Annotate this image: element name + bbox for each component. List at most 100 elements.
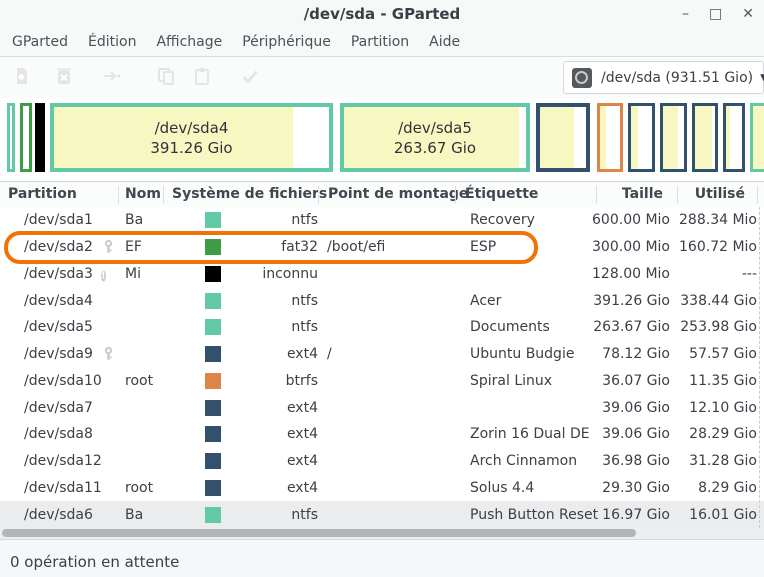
partition-label: Ubuntu Budgie bbox=[470, 346, 575, 363]
column-header-label[interactable]: Étiquette bbox=[465, 186, 539, 202]
table-row-sda12[interactable]: /dev/sda12 ext4 Arch Cinnamon 36.98 Gio 31.2… bbox=[0, 448, 764, 475]
window-title: /dev/sda - GParted bbox=[303, 5, 461, 23]
menu-bar: GParted Édition Affichage Périphérique Parti… bbox=[0, 28, 764, 57]
block-device-name: /dev/sda5 bbox=[398, 118, 472, 137]
menu-item-aide[interactable]: Aide bbox=[429, 34, 461, 50]
close-button[interactable]: ✕ bbox=[742, 6, 754, 22]
delete-partition-icon bbox=[54, 68, 74, 90]
menu-item-affichage[interactable]: Affichage bbox=[156, 34, 223, 50]
partition-size: 39.06 Gio bbox=[602, 426, 670, 443]
partition-used: 288.34 Mio bbox=[679, 212, 757, 229]
used-space-fill bbox=[631, 106, 638, 169]
status-bar: 0 opération en attente bbox=[0, 539, 764, 577]
table-row-sda5[interactable]: /dev/sda5 ntfs Documents 263.67 Gio 253.98 G… bbox=[0, 314, 764, 341]
pending-operations-text: 0 opération en attente bbox=[10, 553, 180, 571]
partition-used: --- bbox=[741, 265, 757, 282]
table-row-sda10[interactable]: /dev/sda10 root btrfs Spiral Linux 36.07 Gio… bbox=[0, 368, 764, 395]
column-header-used[interactable]: Utilisé bbox=[694, 186, 745, 202]
partition-used: 16.01 Gio bbox=[689, 506, 757, 523]
delete-partition-button[interactable] bbox=[54, 66, 74, 86]
menu-item-gparted[interactable]: GParted bbox=[12, 34, 68, 50]
partition-path: /dev/sda10 bbox=[24, 372, 102, 389]
header-separator bbox=[318, 186, 319, 204]
partition-path: /dev/sda8 bbox=[24, 426, 93, 443]
partition-block-sda5[interactable]: /dev/sda5 263.67 Gio bbox=[340, 103, 530, 172]
column-header-size[interactable]: Taille bbox=[621, 186, 663, 202]
partition-used: 253.98 Gio bbox=[680, 319, 757, 336]
partition-block-sda11[interactable] bbox=[723, 103, 745, 172]
table-row-sda2[interactable]: /dev/sda2 EF fat32/boot/efi ESP 300.00 Mio 16… bbox=[0, 234, 764, 261]
partition-block-sda1[interactable] bbox=[7, 103, 15, 172]
block-size-label: 263.67 Gio bbox=[393, 138, 477, 157]
partition-name: Ba bbox=[125, 506, 144, 523]
partition-path: /dev/sda4 bbox=[24, 292, 93, 309]
chevron-down-icon: ▼ bbox=[760, 72, 764, 83]
partition-path: /dev/sda1 bbox=[24, 212, 93, 229]
resize-move-button[interactable] bbox=[102, 66, 122, 86]
filesystem-type: ntfs bbox=[291, 292, 318, 309]
menu-item-peripherique[interactable]: Périphérique bbox=[242, 34, 331, 50]
partition-block-sda10[interactable] bbox=[597, 103, 623, 172]
partition-size: 36.07 Gio bbox=[602, 372, 670, 389]
partition-path: /dev/sda12 bbox=[24, 453, 102, 470]
partition-block-sda8[interactable] bbox=[660, 103, 687, 172]
partition-block-sda2[interactable] bbox=[20, 103, 32, 172]
block-size-label: 391.26 Gio bbox=[150, 138, 233, 157]
header-separator bbox=[163, 186, 164, 204]
filesystem-color-swatch bbox=[205, 426, 221, 443]
partition-block-sda3[interactable] bbox=[35, 103, 45, 172]
table-row-sda8[interactable]: /dev/sda8 ext4 Zorin 16 Dual DE 39.06 Gio 28… bbox=[0, 421, 764, 448]
minimize-button[interactable]: – bbox=[682, 6, 690, 22]
maximize-button[interactable]: □ bbox=[709, 6, 723, 22]
table-row-sda4[interactable]: /dev/sda4 ntfs Acer 391.26 Gio 338.44 Gio bbox=[0, 287, 764, 314]
partition-size: 600.00 Mio bbox=[592, 212, 670, 229]
column-header-fs[interactable]: Système de fichiers bbox=[172, 186, 328, 202]
new-partition-button[interactable] bbox=[12, 66, 32, 86]
partition-used: 8.29 Gio bbox=[698, 479, 757, 496]
header-separator bbox=[677, 186, 678, 204]
used-space-fill bbox=[600, 106, 607, 169]
horizontal-scrollbar-thumb[interactable] bbox=[2, 529, 636, 537]
table-row-sda7[interactable]: /dev/sda7 ext4 39.06 Gio 12.10 Gio bbox=[0, 394, 764, 421]
partition-label: Arch Cinnamon bbox=[470, 453, 578, 470]
partition-block-sda12[interactable] bbox=[692, 103, 718, 172]
copy-button[interactable] bbox=[156, 66, 176, 86]
paste-button[interactable] bbox=[192, 66, 212, 86]
partition-block-sda9[interactable] bbox=[536, 103, 590, 172]
partition-label: Spiral Linux bbox=[470, 372, 553, 389]
device-selector[interactable]: /dev/sda (931.51 Gio) ▼ bbox=[563, 61, 764, 94]
filesystem-color-swatch bbox=[205, 346, 221, 363]
used-space-fill bbox=[726, 106, 731, 169]
partition-name: root bbox=[125, 372, 154, 389]
table-row-sda9[interactable]: /dev/sda9 ext4 / Ubuntu Budgie 78.12 Gio 57.5… bbox=[0, 341, 764, 368]
partition-label: Push Button Reset bbox=[470, 506, 599, 523]
title-bar: /dev/sda - GParted – □ ✕ bbox=[0, 0, 764, 28]
partition-block-sda6[interactable] bbox=[750, 103, 764, 172]
table-row-sda6[interactable]: /dev/sda6 Ba ntfs Push Button Reset 16.97 Gi… bbox=[0, 501, 764, 528]
partition-name: root bbox=[125, 479, 154, 496]
filesystem-color-swatch bbox=[205, 453, 221, 470]
partition-size: 29.30 Gio bbox=[602, 479, 670, 496]
table-row-sda3[interactable]: /dev/sda3! Mi inconnu 128.00 Mio --- bbox=[0, 261, 764, 288]
column-header-name[interactable]: Nom bbox=[125, 186, 161, 202]
partition-block-sda7[interactable] bbox=[628, 103, 655, 172]
filesystem-type: fat32 bbox=[281, 239, 318, 256]
mount-point: /boot/efi bbox=[327, 239, 386, 256]
filesystem-color-swatch bbox=[205, 319, 221, 336]
menu-item-partition[interactable]: Partition bbox=[350, 34, 410, 50]
partition-used: 160.72 Mio bbox=[679, 239, 757, 256]
menu-item-edition[interactable]: Édition bbox=[88, 34, 137, 50]
partition-block-sda4[interactable]: /dev/sda4 391.26 Gio bbox=[50, 103, 333, 172]
table-row-sda1[interactable]: /dev/sda1 Ba ntfs Recovery 600.00 Mio 288.34 … bbox=[0, 207, 764, 234]
partition-path: /dev/sda11 bbox=[24, 479, 102, 496]
toolbar-buttons bbox=[12, 66, 260, 86]
filesystem-color-swatch bbox=[205, 479, 221, 496]
new-partition-icon bbox=[12, 68, 32, 90]
filesystem-type: ntfs bbox=[291, 506, 318, 523]
column-header-part[interactable]: Partition bbox=[8, 186, 77, 202]
partition-label: ESP bbox=[470, 239, 497, 256]
apply-button[interactable] bbox=[240, 66, 260, 86]
table-row-sda11[interactable]: /dev/sda11 root ext4 Solus 4.4 29.30 Gio 8.29… bbox=[0, 475, 764, 502]
horizontal-scrollbar-track[interactable] bbox=[0, 528, 764, 539]
column-header-mount[interactable]: Point de montage bbox=[328, 186, 469, 202]
